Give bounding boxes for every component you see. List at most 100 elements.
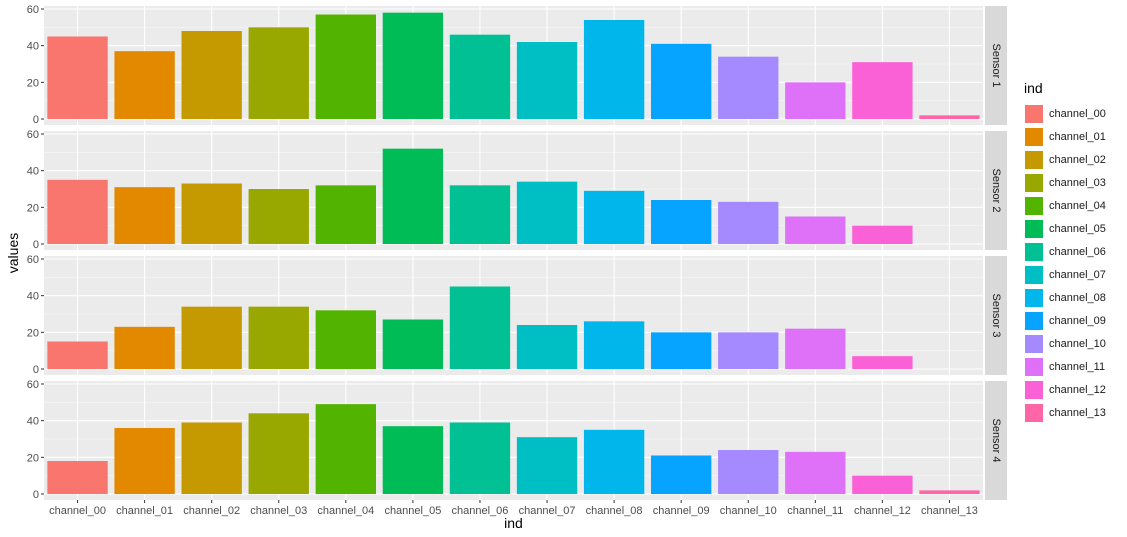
legend-swatch <box>1024 356 1044 377</box>
legend-item-channel_04: channel_04 <box>1024 194 1124 217</box>
bar-channel_01 <box>114 51 175 119</box>
legend-label: channel_04 <box>1049 199 1106 212</box>
legend-item-channel_07: channel_07 <box>1024 263 1124 286</box>
bar-channel_05 <box>382 12 444 120</box>
legend-swatch <box>1024 241 1044 262</box>
bar-channel_12 <box>852 475 913 494</box>
x-tick-label: channel_12 <box>854 505 911 517</box>
bar-channel_10 <box>718 201 779 244</box>
bar-channel_02 <box>181 183 242 244</box>
facet-strip <box>985 131 1007 250</box>
legend-item-channel_13: channel_13 <box>1024 401 1124 424</box>
x-tick-label: channel_05 <box>384 505 441 517</box>
x-tick-label: channel_11 <box>787 505 843 517</box>
legend-item-channel_00: channel_00 <box>1024 102 1124 125</box>
legend-item-channel_09: channel_09 <box>1024 309 1124 332</box>
legend-label: channel_12 <box>1049 383 1106 396</box>
y-tick-label: 60 <box>27 129 39 141</box>
legend-item-channel_08: channel_08 <box>1024 286 1124 309</box>
legend-items: channel_00 channel_01 channel_02 channel_03… <box>1024 102 1124 424</box>
x-tick-label: channel_04 <box>317 505 374 517</box>
legend-swatch <box>1024 264 1044 285</box>
bar-channel_05 <box>382 319 444 369</box>
legend-item-channel_02: channel_02 <box>1024 148 1124 171</box>
legend-label: channel_05 <box>1049 222 1106 235</box>
y-tick-label: 20 <box>27 327 39 339</box>
bar-channel_01 <box>114 326 175 369</box>
y-tick-label: 20 <box>27 452 39 464</box>
x-tick-label: channel_07 <box>519 505 576 517</box>
x-tick-label: channel_09 <box>653 505 710 517</box>
y-tick-label: 0 <box>33 239 39 251</box>
bar-channel_07 <box>516 437 578 494</box>
legend-item-channel_05: channel_05 <box>1024 217 1124 240</box>
x-tick-label: channel_00 <box>49 505 106 517</box>
bar-channel_02 <box>181 31 242 119</box>
facet-panel-3: 0 20 40 60 Sensor 3 <box>27 254 1007 376</box>
bar-channel_04 <box>315 185 377 244</box>
bar-channel_13 <box>919 115 980 119</box>
legend-label: channel_13 <box>1049 406 1106 419</box>
bar-channel_10 <box>718 56 779 119</box>
bar-channel_08 <box>583 20 645 119</box>
x-tick-label: channel_03 <box>250 505 307 517</box>
x-tick-label: channel_06 <box>452 505 509 517</box>
bar-channel_11 <box>785 216 846 244</box>
bar-channel_03 <box>248 189 309 244</box>
legend-label: channel_03 <box>1049 176 1106 189</box>
legend-label: channel_08 <box>1049 291 1106 304</box>
bar-channel_12 <box>852 225 913 244</box>
y-tick-label: 0 <box>33 489 39 501</box>
x-axis-title: ind <box>504 515 523 531</box>
facet-strip <box>985 256 1007 375</box>
bar-channel_10 <box>718 450 779 494</box>
legend-label: channel_09 <box>1049 314 1106 327</box>
y-tick-label: 60 <box>27 254 39 266</box>
bar-channel_01 <box>114 187 175 244</box>
legend-swatch <box>1024 195 1044 216</box>
x-tick-label: channel_02 <box>183 505 240 517</box>
bar-channel_09 <box>650 455 712 494</box>
bar-channel_03 <box>248 306 309 369</box>
legend-label: channel_07 <box>1049 268 1106 281</box>
facet-panel-1: 0 20 40 60 Sensor 1 <box>27 4 1007 126</box>
bar-channel_05 <box>382 426 444 494</box>
bar-channel_07 <box>516 325 578 369</box>
bar-channel_04 <box>315 310 377 369</box>
y-tick-label: 0 <box>33 364 39 376</box>
bar-channel_02 <box>181 306 242 369</box>
bar-channel_08 <box>583 429 645 494</box>
legend-title: ind <box>1024 80 1043 96</box>
bar-channel_06 <box>449 34 511 119</box>
bar-channel_04 <box>315 404 377 494</box>
bar-channel_06 <box>449 185 511 244</box>
legend-swatch <box>1024 149 1044 170</box>
bar-channel_00 <box>47 36 108 119</box>
y-tick-label: 20 <box>27 202 39 214</box>
bar-channel_01 <box>114 428 175 494</box>
legend-swatch <box>1024 402 1044 423</box>
bar-channel_00 <box>47 461 108 494</box>
y-tick-label: 60 <box>27 379 39 391</box>
legend-swatch <box>1024 287 1044 308</box>
y-tick-label: 40 <box>27 291 39 303</box>
bar-channel_06 <box>449 422 511 494</box>
y-tick-label: 20 <box>27 77 39 89</box>
legend-item-channel_11: channel_11 <box>1024 355 1124 378</box>
bar-channel_05 <box>382 148 444 244</box>
bar-channel_04 <box>315 14 377 119</box>
legend-swatch <box>1024 103 1044 124</box>
bar-channel_11 <box>785 328 846 369</box>
bar-channel_00 <box>47 179 108 244</box>
legend-item-channel_03: channel_03 <box>1024 171 1124 194</box>
bar-channel_09 <box>650 43 712 120</box>
bar-channel_13 <box>919 490 980 494</box>
x-tick-label: channel_10 <box>720 505 777 517</box>
y-tick-label: 40 <box>27 41 39 53</box>
legend-swatch <box>1024 218 1044 239</box>
y-tick-label: 0 <box>33 114 39 126</box>
facet-strip <box>985 381 1007 500</box>
facet-strip-label: Sensor 2 <box>990 168 1002 212</box>
legend-swatch <box>1024 310 1044 331</box>
